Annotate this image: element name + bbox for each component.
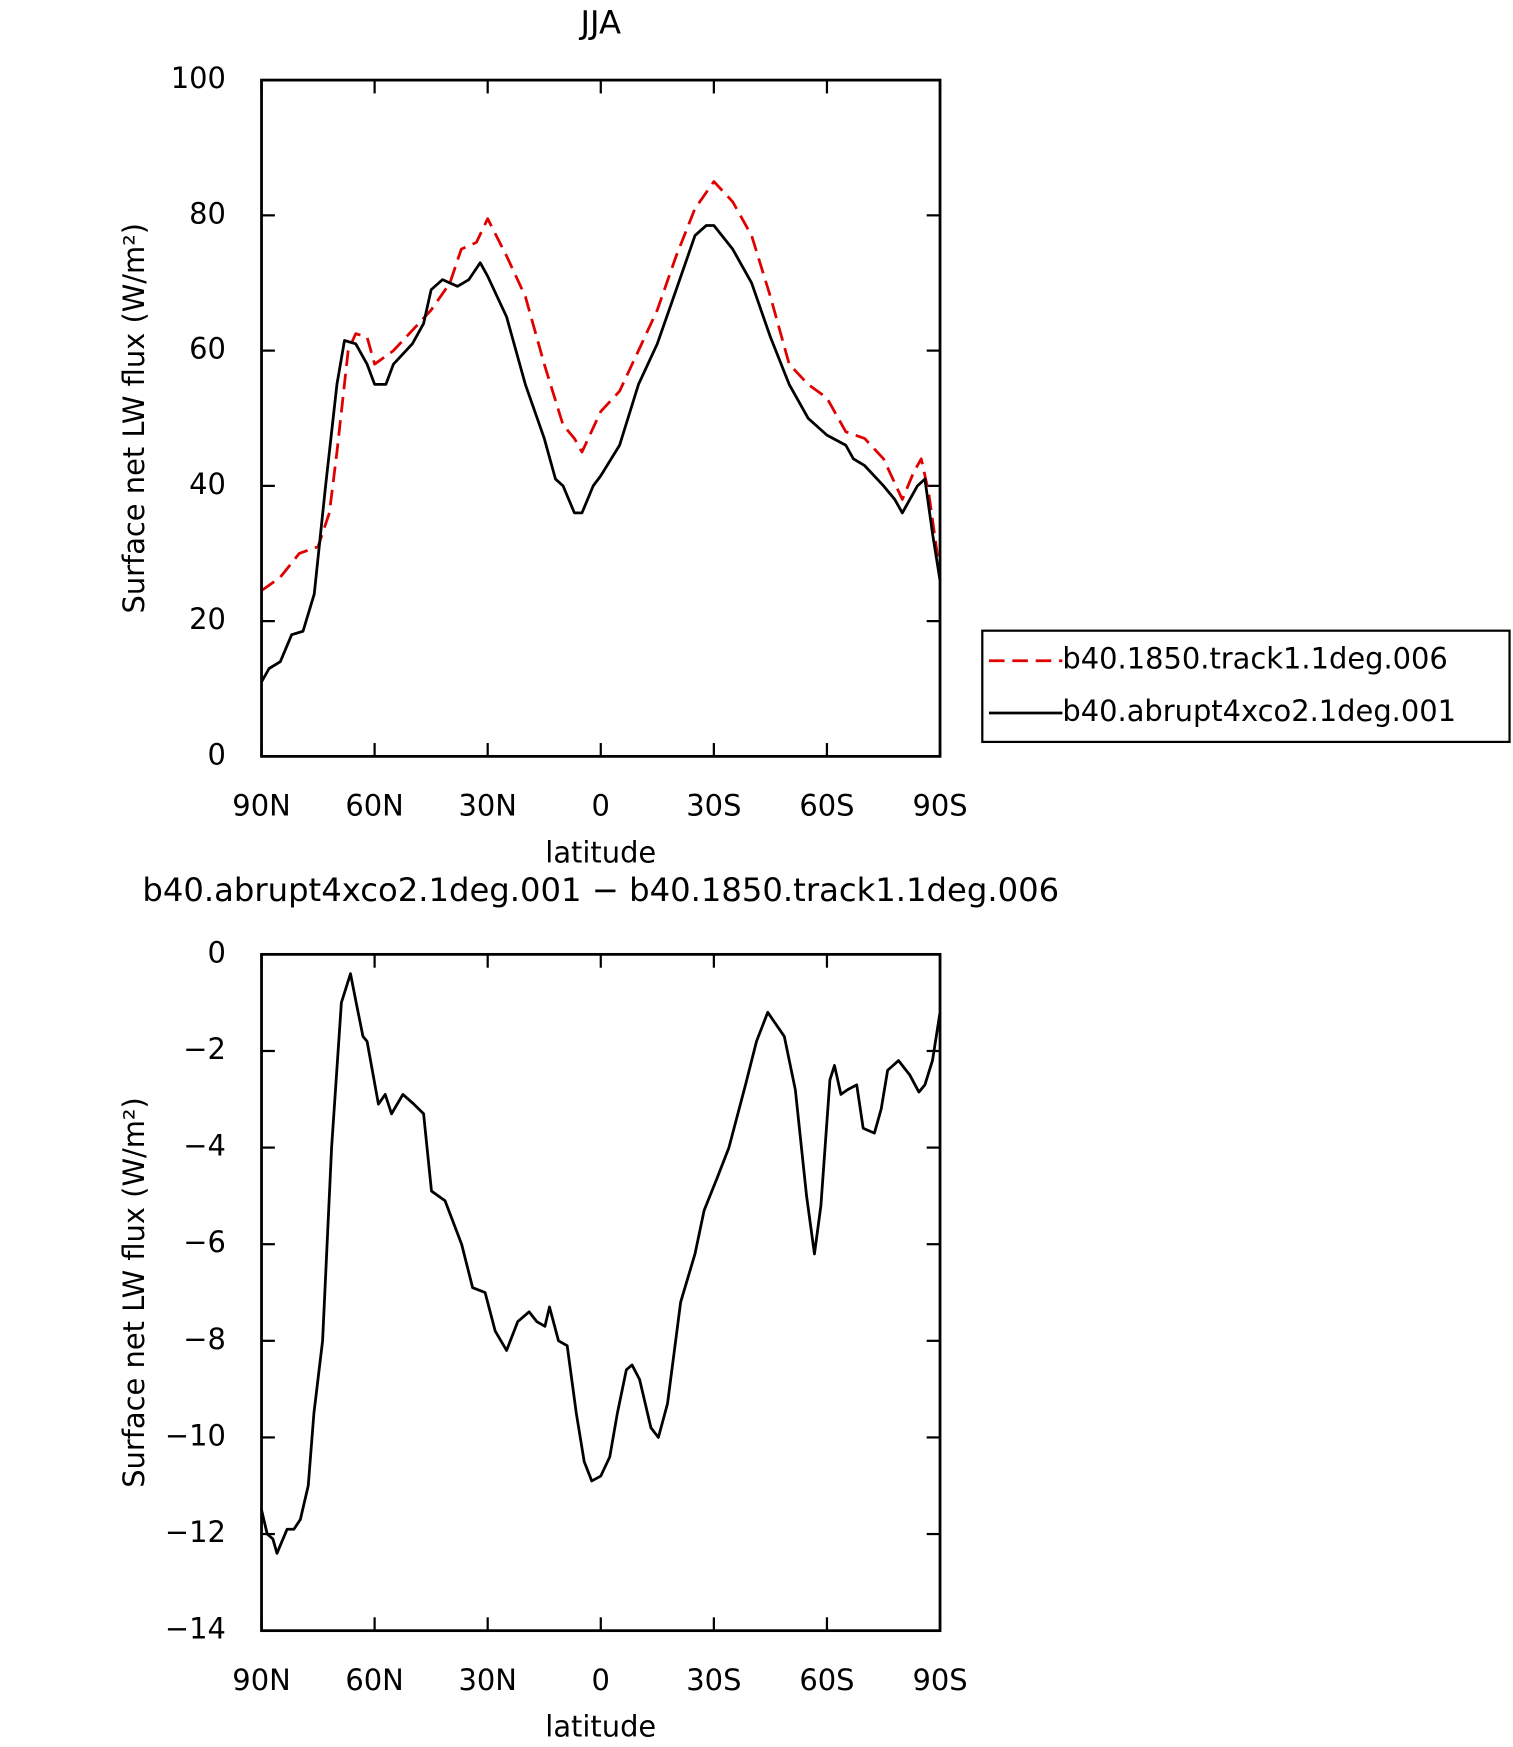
y-tick-label: −8 <box>183 1322 226 1356</box>
y-tick-label: 20 <box>189 602 226 636</box>
y-tick-label: 100 <box>171 61 226 95</box>
y-tick-label: −4 <box>183 1129 226 1163</box>
x-tick-label: 30N <box>458 789 516 823</box>
chart-title: b40.abrupt4xco2.1deg.001 − b40.1850.trac… <box>142 871 1059 909</box>
plot-frame <box>260 952 942 1633</box>
series-line <box>260 972 942 1555</box>
x-tick-label: 30S <box>686 1663 741 1697</box>
x-tick-label: 0 <box>592 789 610 823</box>
y-tick-label: −12 <box>165 1515 226 1549</box>
y-tick-label: −14 <box>165 1612 226 1646</box>
plot-frame <box>260 78 942 758</box>
x-tick-label: 60N <box>345 789 403 823</box>
y-axis-label: Surface net LW flux (W/m²) <box>117 223 151 614</box>
x-axis-label: latitude <box>545 835 656 869</box>
y-tick-label: −10 <box>165 1418 226 1452</box>
x-tick-label: 30N <box>458 1663 516 1697</box>
legend-label: b40.1850.track1.1deg.006 <box>1062 642 1447 676</box>
x-tick-label: 90N <box>232 1663 290 1697</box>
y-tick-label: 0 <box>208 935 226 969</box>
x-tick-label: 90N <box>232 789 290 823</box>
y-tick-label: 0 <box>208 737 226 771</box>
series-line <box>260 180 942 592</box>
x-tick-label: 60S <box>799 1663 854 1697</box>
y-tick-label: −2 <box>183 1032 226 1066</box>
series-line <box>260 224 942 683</box>
x-tick-label: 90S <box>912 1663 967 1697</box>
chart-title: JJA <box>579 3 622 41</box>
x-tick-label: 90S <box>912 789 967 823</box>
legend-label: b40.abrupt4xco2.1deg.001 <box>1062 694 1456 728</box>
y-axis-label: Surface net LW flux (W/m²) <box>117 1097 151 1488</box>
y-tick-label: 80 <box>189 196 226 230</box>
x-tick-label: 30S <box>686 789 741 823</box>
y-tick-label: 60 <box>189 332 226 366</box>
x-tick-label: 60S <box>799 789 854 823</box>
x-tick-label: 0 <box>592 1663 610 1697</box>
x-axis-label: latitude <box>545 1710 656 1743</box>
x-tick-label: 60N <box>345 1663 403 1697</box>
legend-box <box>981 629 1511 744</box>
y-tick-label: −6 <box>183 1225 226 1259</box>
y-tick-label: 40 <box>189 467 226 501</box>
